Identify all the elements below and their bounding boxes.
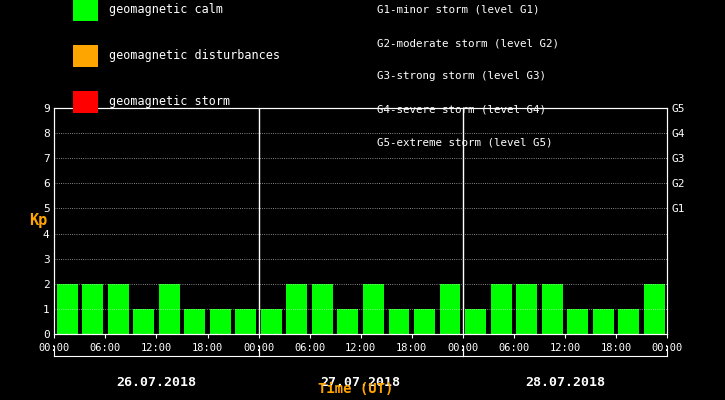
- Text: G4-severe storm (level G4): G4-severe storm (level G4): [377, 105, 546, 115]
- Text: Time (UT): Time (UT): [318, 382, 393, 396]
- Bar: [108, 284, 128, 334]
- Bar: [312, 284, 333, 334]
- Bar: [414, 309, 435, 334]
- Bar: [593, 309, 613, 334]
- Bar: [261, 309, 282, 334]
- Bar: [82, 284, 103, 334]
- Bar: [159, 284, 180, 334]
- Text: G5-extreme storm (level G5): G5-extreme storm (level G5): [377, 138, 552, 148]
- Text: geomagnetic disturbances: geomagnetic disturbances: [109, 50, 280, 62]
- Bar: [542, 284, 563, 334]
- Text: geomagnetic storm: geomagnetic storm: [109, 96, 230, 108]
- Bar: [516, 284, 537, 334]
- Text: 28.07.2018: 28.07.2018: [525, 376, 605, 389]
- Bar: [618, 309, 639, 334]
- Text: geomagnetic calm: geomagnetic calm: [109, 4, 223, 16]
- Bar: [567, 309, 588, 334]
- Bar: [286, 284, 307, 334]
- Bar: [465, 309, 486, 334]
- Bar: [210, 309, 231, 334]
- Text: G1-minor storm (level G1): G1-minor storm (level G1): [377, 5, 539, 15]
- Bar: [184, 309, 205, 334]
- Text: G3-strong storm (level G3): G3-strong storm (level G3): [377, 72, 546, 82]
- Bar: [491, 284, 512, 334]
- Text: G2-moderate storm (level G2): G2-moderate storm (level G2): [377, 38, 559, 48]
- Text: 26.07.2018: 26.07.2018: [117, 376, 196, 389]
- Text: 27.07.2018: 27.07.2018: [320, 376, 401, 389]
- Bar: [363, 284, 384, 334]
- Bar: [644, 284, 665, 334]
- Bar: [337, 309, 358, 334]
- Bar: [133, 309, 154, 334]
- Bar: [389, 309, 410, 334]
- Bar: [236, 309, 256, 334]
- Bar: [439, 284, 460, 334]
- Y-axis label: Kp: Kp: [30, 214, 48, 228]
- Bar: [57, 284, 78, 334]
